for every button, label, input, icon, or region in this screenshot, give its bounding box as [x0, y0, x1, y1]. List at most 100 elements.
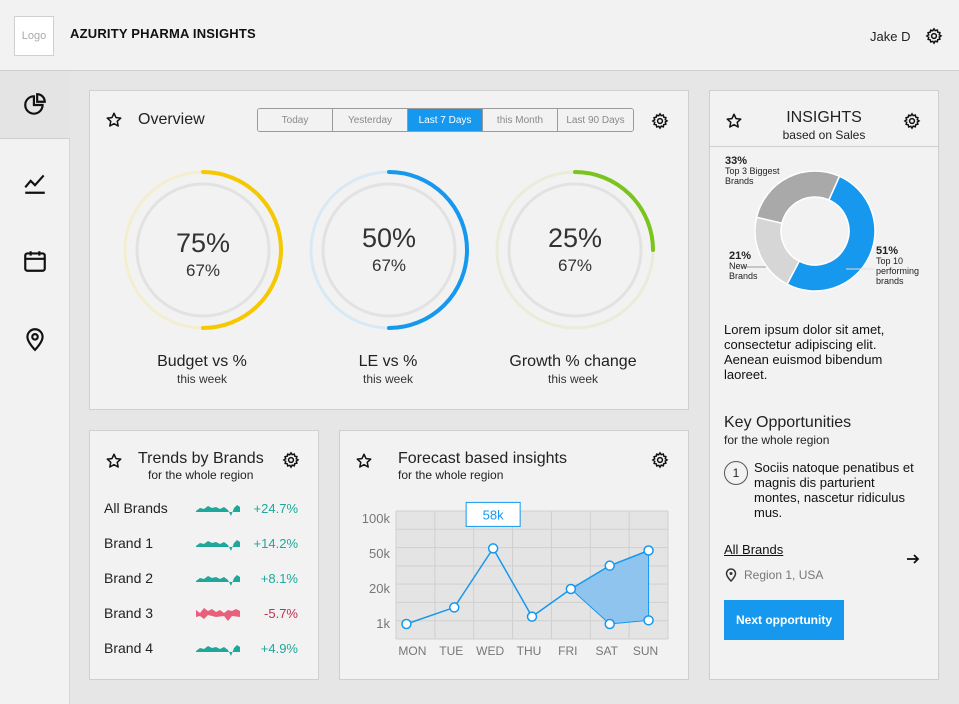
y-tick-label: 20k [369, 581, 390, 596]
insights-description: Lorem ipsum dolor sit amet, consectetur … [724, 322, 885, 382]
calendar-icon [24, 251, 46, 272]
gauge-subvalue: 67% [371, 256, 407, 275]
data-point[interactable] [565, 583, 577, 595]
tooltip-box [465, 501, 521, 527]
donut-label-pct: 21% [729, 250, 752, 262]
donut-label: 33% Top 3 Biggest Brands [725, 155, 789, 187]
star-icon[interactable] [105, 111, 123, 129]
trend-brand-name: Brand 1 [104, 535, 154, 551]
sidebar-item-overview[interactable] [0, 71, 70, 139]
gauge-value: 25% [547, 223, 603, 253]
gauge-inner-ring [135, 182, 271, 318]
location-text: Region 1, USA [744, 568, 824, 582]
star-icon[interactable] [105, 452, 123, 470]
gauge-inner-ring [507, 182, 643, 318]
sidebar-item-location[interactable] [0, 305, 70, 373]
all-brands-link[interactable]: All Brands [724, 542, 784, 557]
card-title: Forecast based insights [398, 450, 567, 467]
tab-this-month[interactable]: this Month [483, 109, 558, 131]
trend-brand-name: Brand 2 [104, 570, 154, 586]
gauge-label: Growth % change [509, 353, 637, 370]
sparkline [196, 608, 240, 621]
gauge-arc [387, 170, 469, 330]
y-tick-label: 50k [369, 546, 390, 561]
data-point[interactable] [487, 543, 499, 554]
forecast-chart: 100k 50k 20k 1k MON TUE WED THU FRI SAT SUN 58k [362, 501, 669, 658]
trend-value: +14.2% [253, 536, 298, 551]
opportunities-subtitle: for the whole region [724, 433, 830, 447]
tab-today[interactable]: Today [258, 109, 333, 131]
gauge-period: this week [176, 372, 228, 386]
budget-gauge [123, 170, 283, 330]
gear-icon[interactable] [925, 27, 943, 45]
gauge-arc [573, 170, 655, 252]
date-range-tabs: Today Yesterday Last 7 Days this Month L… [257, 108, 634, 132]
data-point[interactable] [604, 560, 615, 571]
overview-card: Overview Today Yesterday Last 7 Days thi… [89, 90, 689, 410]
le-gauge [309, 170, 469, 330]
forecast-card: Forecast based insights for the whole re… [339, 430, 689, 680]
tab-last-7-days[interactable]: Last 7 Days [408, 109, 483, 131]
band-point[interactable] [643, 615, 654, 626]
gear-icon[interactable] [651, 451, 669, 469]
tab-last-90-days[interactable]: Last 90 Days [558, 109, 633, 131]
donut-slice[interactable] [786, 175, 876, 292]
donut-label: 51% Top 10 performing brands [876, 246, 928, 287]
sidebar-item-calendar[interactable] [0, 227, 70, 295]
next-opportunity-button[interactable]: Next opportunity [724, 600, 844, 640]
donut-label-text: New Brands [729, 261, 758, 281]
gear-icon[interactable] [903, 112, 921, 130]
y-tick-label: 1k [376, 616, 390, 631]
sales-donut-chart [754, 170, 876, 292]
star-icon[interactable] [355, 452, 373, 470]
insights-card: INSIGHTS based on Sales 33% Top 3 Bigges… [709, 90, 939, 680]
sidebar-item-trends[interactable] [0, 149, 70, 217]
data-point[interactable] [401, 618, 412, 630]
gear-icon[interactable] [282, 451, 300, 469]
user-name[interactable]: Jake D [870, 29, 911, 44]
data-point[interactable] [643, 545, 654, 556]
opportunity-text: Sociis natoque penatibus et magnis dis p… [754, 460, 914, 520]
x-tick-label: FRI [558, 644, 577, 658]
sparkline [196, 505, 240, 516]
data-point[interactable] [449, 602, 460, 613]
arrow-right-icon[interactable] [906, 552, 920, 566]
location-pin-icon [26, 328, 44, 352]
logo: Logo [14, 16, 54, 56]
card-title: Overview [138, 111, 205, 128]
trend-value: +8.1% [260, 571, 298, 586]
sparkline [196, 645, 240, 656]
gauge-label: LE vs % [358, 353, 418, 370]
card-subtitle: based on Sales [782, 128, 866, 142]
x-tick-label: THU [517, 644, 542, 658]
data-point[interactable] [526, 611, 538, 622]
trend-brand-name: Brand 4 [104, 640, 154, 656]
tab-yesterday[interactable]: Yesterday [333, 109, 408, 131]
opportunity-number: 1 [724, 461, 748, 485]
gauge-subvalue: 67% [185, 261, 221, 280]
trends-card: Trends by Brands for the whole region Al… [89, 430, 319, 680]
gauge-arc [201, 170, 283, 330]
gauge-value: 75% [175, 228, 231, 258]
opportunities-title: Key Opportunities [724, 414, 852, 431]
donut-label-pct: 33% [725, 155, 748, 167]
sparkline [196, 575, 240, 586]
card-subtitle: for the whole region [398, 468, 504, 482]
y-tick-label: 100k [362, 511, 391, 526]
gauge-subvalue: 67% [557, 256, 593, 275]
trend-brand-name: Brand 3 [104, 605, 154, 621]
pie-chart-icon [24, 92, 46, 115]
card-title: INSIGHTS [786, 109, 862, 126]
gear-icon[interactable] [651, 112, 669, 130]
x-tick-label: SUN [633, 644, 658, 658]
gauge-inner-ring [321, 182, 457, 318]
band-point[interactable] [604, 618, 615, 630]
trend-value: +24.7% [253, 501, 298, 516]
trend-value: -5.7% [264, 606, 298, 621]
growth-gauge [495, 170, 655, 330]
top-bar: Logo AZURITY PHARMA INSIGHTS Jake D [0, 0, 959, 71]
x-tick-label: WED [476, 644, 504, 658]
donut-slice[interactable] [755, 170, 841, 225]
donut-label-text: Top 10 performing brands [876, 256, 920, 286]
donut-label: 21% New Brands [729, 250, 769, 282]
